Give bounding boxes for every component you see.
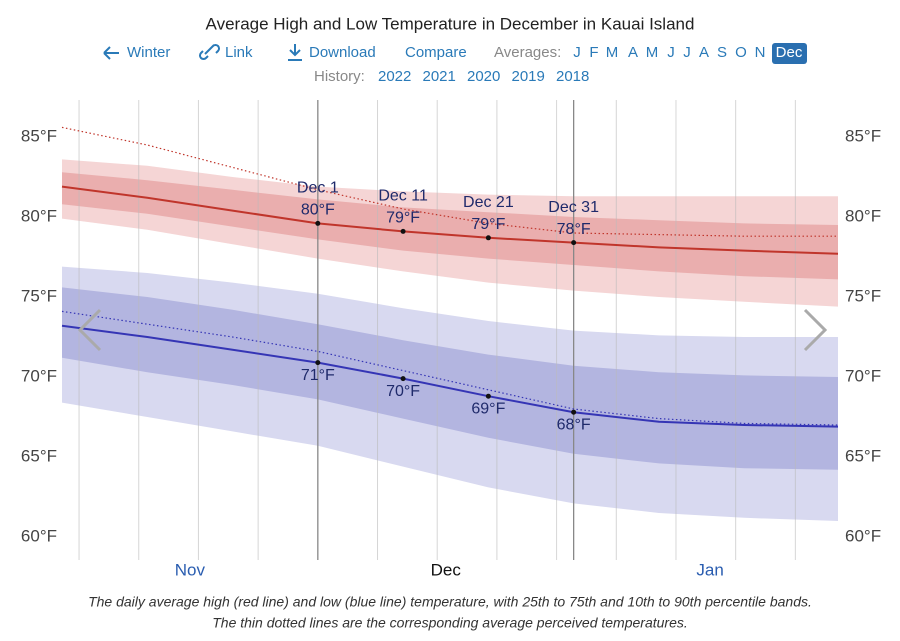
y-tick-label: 80°F	[845, 206, 881, 225]
year-link[interactable]: 2021	[423, 68, 456, 85]
percentile-band	[62, 172, 838, 280]
value-label: 80°F	[301, 202, 335, 219]
month-link[interactable]: A	[628, 44, 638, 61]
date-label: Dec 31	[548, 199, 599, 216]
back-icon	[103, 46, 119, 60]
average-line	[61, 324, 839, 428]
value-label: 79°F	[471, 216, 505, 233]
month-link[interactable]: J	[667, 44, 675, 61]
next-arrow[interactable]	[803, 308, 828, 352]
nav-link[interactable]: Winter	[127, 44, 170, 61]
month-link[interactable]: Dec	[776, 44, 803, 61]
date-label: Dec 1	[297, 180, 339, 197]
year-link[interactable]: 2018	[556, 68, 589, 85]
year-link[interactable]: 2020	[467, 68, 500, 85]
perceived-line	[61, 310, 839, 426]
value-label: 69°F	[471, 400, 505, 417]
y-tick-label: 65°F	[21, 446, 57, 465]
month-link[interactable]: S	[717, 44, 727, 61]
value-label: 79°F	[386, 210, 420, 227]
chart: 60°F 60°F 65°F 65°F 70°F 70°F 75°F 75°F 80°F 80°F…	[21, 100, 881, 579]
month-link[interactable]: A	[699, 44, 709, 61]
y-tick-label: 70°F	[845, 366, 881, 385]
month-link[interactable]: M	[646, 44, 659, 61]
history-label: History:	[314, 68, 365, 85]
point	[571, 240, 577, 246]
nav-link[interactable]: Compare	[405, 44, 467, 61]
x-tick-label: Nov	[175, 560, 206, 579]
point	[400, 228, 406, 234]
point	[485, 235, 491, 241]
month-link[interactable]: J	[573, 44, 581, 61]
y-tick-label: 80°F	[21, 206, 57, 225]
prev-arrow[interactable]	[77, 308, 102, 352]
nav-link[interactable]: Download	[309, 44, 376, 61]
y-tick-label: 85°F	[845, 126, 881, 145]
caption: The thin dotted lines are the correspond…	[212, 615, 688, 631]
y-tick-label: 75°F	[21, 286, 57, 305]
point	[315, 220, 321, 226]
selected-month	[772, 43, 807, 64]
point	[571, 409, 577, 415]
date-label: Dec 21	[463, 194, 514, 211]
month-link[interactable]: J	[683, 44, 691, 61]
nav-link[interactable]: Link	[225, 44, 253, 61]
month-link[interactable]: M	[606, 44, 619, 61]
y-tick-label: 60°F	[845, 526, 881, 545]
caption: The daily average high (red line) and lo…	[88, 594, 812, 610]
y-tick-label: 75°F	[845, 286, 881, 305]
y-tick-label: 85°F	[21, 126, 57, 145]
nav-arrows	[77, 308, 828, 352]
point	[315, 360, 321, 366]
point	[400, 376, 406, 382]
percentile-band	[62, 287, 838, 470]
month-link[interactable]: N	[755, 44, 766, 61]
nav-icons	[103, 43, 302, 61]
value-label: 68°F	[557, 416, 591, 433]
value-label: 70°F	[386, 383, 420, 400]
month-link[interactable]: O	[735, 44, 747, 61]
year-link[interactable]: 2022	[378, 68, 411, 85]
value-label: 78°F	[557, 221, 591, 238]
point	[485, 393, 491, 399]
y-tick-label: 70°F	[21, 366, 57, 385]
value-label: 71°F	[301, 367, 335, 384]
download-icon	[288, 44, 302, 61]
month-link[interactable]: F	[589, 44, 598, 61]
y-tick-label: 65°F	[845, 446, 881, 465]
y-tick-label: 60°F	[21, 526, 57, 545]
averages-label: Averages:	[494, 44, 561, 61]
average-line	[61, 185, 839, 255]
date-label: Dec 11	[378, 188, 428, 205]
year-link[interactable]: 2019	[512, 68, 545, 85]
title: Average High and Low Temperature in Dece…	[206, 14, 695, 33]
x-tick-label: Jan	[696, 560, 723, 579]
link-icon	[198, 43, 221, 61]
x-tick-label: Dec	[431, 560, 462, 579]
